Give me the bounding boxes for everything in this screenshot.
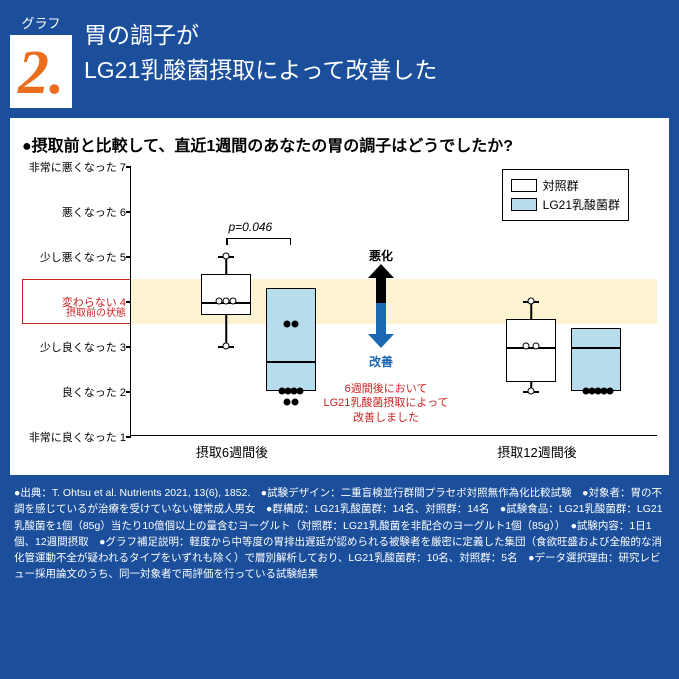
y-tick-label: 悪くなった 6	[62, 204, 126, 220]
x-axis-label: 摂取12週間後	[497, 442, 576, 461]
graph-number: 2.	[10, 35, 72, 108]
boxplot-box	[506, 319, 556, 382]
improvement-note: 6週間後においてLG21乳酸菌摂取によって改善しました	[321, 382, 451, 425]
baseline-label: 摂取前の状態	[66, 308, 126, 320]
graph-tag: グラフ	[10, 10, 72, 35]
title: 胃の調子がLG21乳酸菌摂取によって改善した	[84, 10, 437, 87]
question: ●摂取前と比較して、直近1週間のあなたの胃の調子はどうでしたか?	[22, 132, 657, 156]
boxplot-box	[201, 274, 251, 315]
y-tick-label: 良くなった 2	[62, 384, 126, 400]
boxplot-box	[571, 328, 621, 391]
legend-label: LG21乳酸菌群	[543, 196, 620, 213]
y-tick-label: 少し良くなった 3	[40, 339, 126, 355]
legend-label: 対照群	[543, 177, 579, 194]
p-value: p=0.046	[229, 220, 273, 234]
legend: 対照群 LG21乳酸菌群	[502, 169, 629, 221]
y-tick-label: 非常に良くなった 1	[29, 429, 126, 445]
y-tick-label: 非常に悪くなった 7	[29, 159, 126, 175]
y-tick-label: 少し悪くなった 5	[40, 249, 126, 265]
boxplot-box	[266, 288, 316, 392]
worsen-label: 悪化	[366, 247, 396, 264]
improve-label: 改善	[366, 353, 396, 370]
footer-citation: ●出典：T. Ohtsu et al. Nutrients 2021, 13(6…	[10, 475, 669, 583]
boxplot-chart: 非常に悪くなった 7悪くなった 6少し悪くなった 5変わらない 4少し良くなった…	[22, 166, 657, 461]
x-axis-label: 摂取6週間後	[196, 442, 268, 461]
